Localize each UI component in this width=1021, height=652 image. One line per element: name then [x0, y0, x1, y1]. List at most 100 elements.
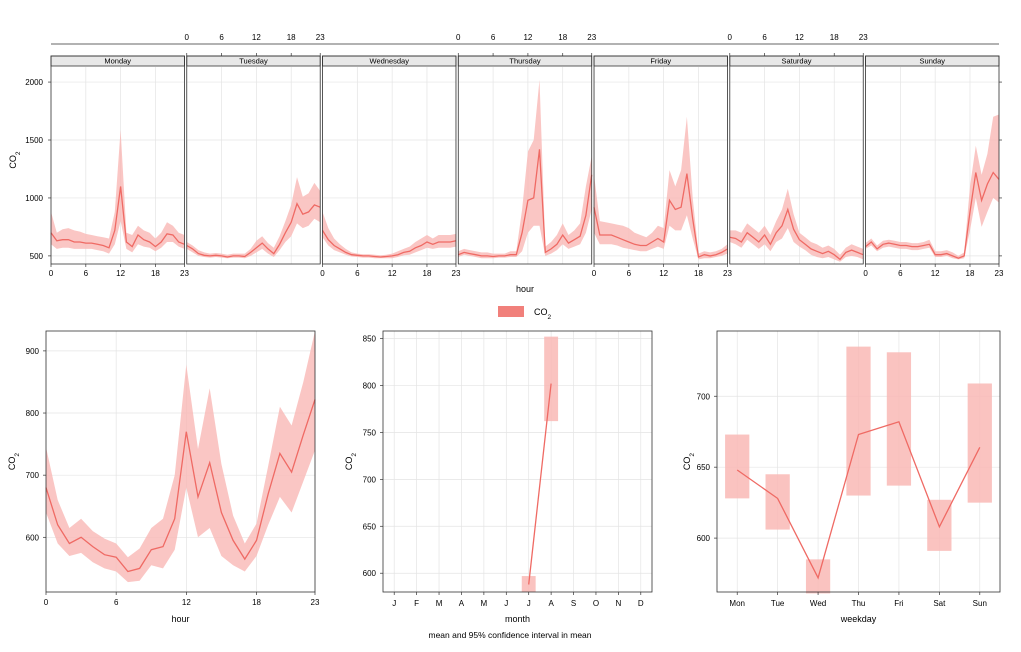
x-tick-label: Fri	[894, 599, 904, 608]
legend-label: CO2	[534, 307, 552, 321]
confidence-box-fri	[886, 352, 912, 486]
mean-line-saturday	[729, 207, 864, 261]
x-tick-label: 6	[84, 269, 89, 278]
y-tick-label: 700	[363, 475, 377, 484]
x-tick-label: 0	[728, 33, 733, 42]
y-axis-label-base: CO	[8, 155, 18, 169]
y-axis-label-base: CO	[682, 457, 692, 471]
x-tick-label: 12	[388, 269, 397, 278]
confidence-band-saturday	[729, 188, 864, 262]
x-tick-label: 6	[898, 269, 903, 278]
panel-strip-label: Monday	[104, 57, 131, 66]
x-tick-label: 18	[287, 33, 296, 42]
x-tick-label: 18	[423, 269, 432, 278]
x-tick-label: 18	[830, 33, 839, 42]
y-axis-label: CO2	[682, 453, 696, 471]
mean-line-thursday	[458, 149, 593, 258]
y-axis-label: CO2	[344, 453, 358, 471]
y-tick-label: 750	[363, 428, 377, 437]
x-tick-label: 0	[863, 269, 868, 278]
panel-strip-label: Thursday	[509, 57, 541, 66]
confidence-box-thu	[846, 346, 871, 496]
x-tick-label: 12	[523, 33, 532, 42]
x-tick-label: Sat	[933, 599, 946, 608]
x-tick-label: 6	[114, 598, 119, 607]
panel-strip-label: Sunday	[920, 57, 946, 66]
x-tick-label: Wed	[810, 599, 826, 608]
x-tick-label: 12	[795, 33, 804, 42]
mean-line-friday	[593, 173, 728, 258]
x-tick-label: Tue	[771, 599, 785, 608]
panel-frame	[729, 55, 864, 265]
x-tick-label: J	[527, 599, 531, 608]
legend-swatch	[498, 306, 524, 317]
x-tick-label: J	[392, 599, 396, 608]
x-tick-label: 6	[355, 269, 360, 278]
x-tick-label: 0	[185, 33, 190, 42]
y-axis-label-base: CO	[344, 457, 354, 471]
confidence-band-sunday	[865, 114, 999, 260]
y-tick-label: 2000	[25, 78, 43, 87]
x-tick-label: 6	[627, 269, 632, 278]
x-tick-label: Sun	[973, 599, 987, 608]
x-tick-label: 12	[252, 33, 261, 42]
x-tick-label: A	[459, 599, 465, 608]
x-tick-label: A	[548, 599, 554, 608]
y-tick-label: 600	[697, 534, 711, 543]
x-tick-label: 0	[592, 269, 597, 278]
y-tick-label: 1500	[25, 136, 43, 145]
x-tick-label: 18	[694, 269, 703, 278]
x-axis-label: hour	[171, 614, 189, 624]
y-axis-label-base: CO	[7, 457, 17, 471]
panel-frame	[186, 55, 321, 265]
mean-line-month	[528, 383, 552, 585]
confidence-band-hour	[46, 331, 315, 583]
x-tick-label: M	[436, 599, 443, 608]
x-tick-label: F	[414, 599, 419, 608]
mean-line-monday	[50, 186, 185, 249]
x-tick-label: N	[615, 599, 621, 608]
x-tick-label: S	[571, 599, 576, 608]
x-tick-label: 23	[995, 269, 1004, 278]
x-tick-label: 23	[180, 269, 189, 278]
mean-line-tuesday	[186, 202, 321, 258]
y-axis-label-sub: 2	[15, 151, 22, 155]
x-tick-label: 23	[316, 33, 325, 42]
y-tick-label: 700	[26, 471, 40, 480]
confidence-band-monday	[51, 129, 185, 254]
x-tick-label: 12	[931, 269, 940, 278]
y-tick-label: 650	[363, 522, 377, 531]
x-tick-label: 23	[587, 33, 596, 42]
confidence-band-thursday	[458, 79, 592, 259]
x-tick-label: D	[638, 599, 644, 608]
x-tick-label: 23	[452, 269, 461, 278]
x-tick-label: 0	[456, 33, 461, 42]
x-tick-label: 18	[151, 269, 160, 278]
x-tick-label: 12	[116, 269, 125, 278]
panel-frame	[457, 55, 593, 265]
panel-frame-month	[382, 330, 653, 593]
y-axis-label-sub: 2	[14, 453, 21, 457]
x-tick-label: 23	[311, 598, 320, 607]
panel-strip-label: Saturday	[781, 57, 811, 66]
x-tick-label: 0	[49, 269, 54, 278]
footer-caption: mean and 95% confidence interval in mean	[428, 630, 591, 640]
mean-line-weekday	[736, 420, 981, 580]
panel-strip-label: Friday	[650, 57, 671, 66]
x-tick-label: 6	[219, 33, 224, 42]
panel-strip-label: Wednesday	[370, 57, 410, 66]
x-tick-label: 6	[491, 33, 496, 42]
confidence-band-tuesday	[186, 177, 321, 259]
x-tick-label: 18	[966, 269, 975, 278]
x-tick-label: 0	[320, 269, 325, 278]
y-axis-label: CO2	[8, 151, 22, 169]
x-tick-label: O	[593, 599, 599, 608]
x-axis-label: hour	[516, 284, 534, 294]
x-tick-label: 23	[859, 33, 868, 42]
x-tick-label: 6	[762, 33, 767, 42]
x-axis-label: weekday	[840, 614, 877, 624]
mean-line-wednesday	[321, 230, 457, 258]
x-tick-label: 18	[252, 598, 261, 607]
